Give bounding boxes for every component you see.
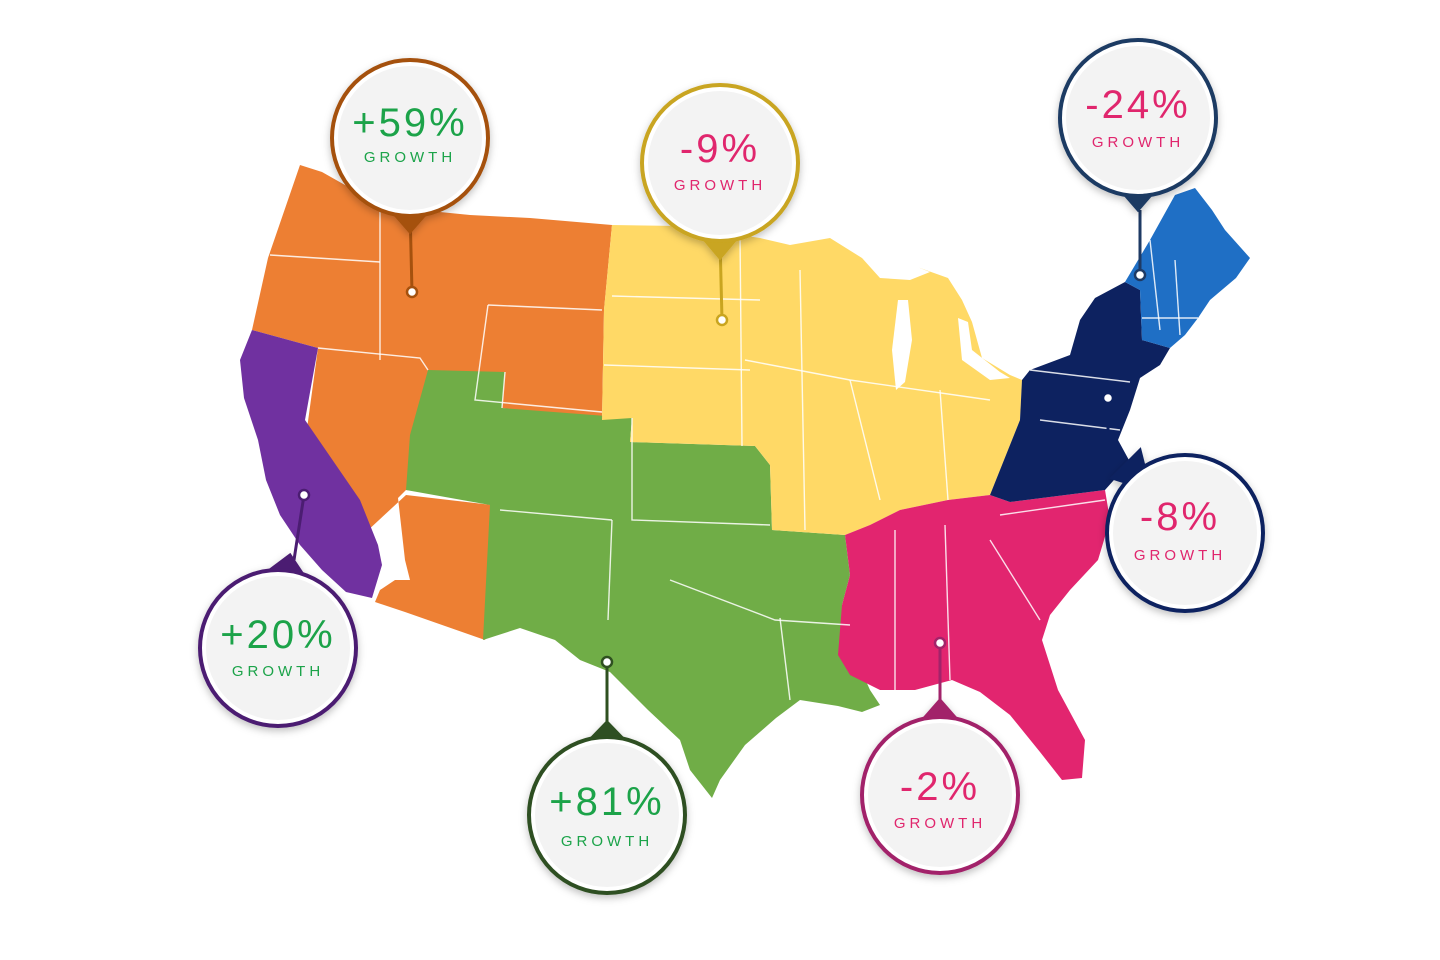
pin-midwest [715, 313, 729, 327]
pin-southeast [933, 636, 947, 650]
badge-midwest-value: -9% [680, 127, 760, 171]
badge-northwest-label: GROWTH [364, 149, 456, 166]
badge-mid-atlantic-label: GROWTH [1134, 547, 1226, 564]
badge-mid-atlantic-value: -8% [1140, 495, 1220, 539]
badge-northwest[interactable]: +59% GROWTH [330, 58, 490, 235]
badge-southwest-label: GROWTH [561, 833, 653, 850]
lake-superior [862, 258, 930, 280]
region-southwest[interactable] [406, 370, 880, 798]
badge-new-england-value: -24% [1085, 83, 1190, 127]
badge-california[interactable]: +20% GROWTH [198, 552, 358, 728]
pin-mid-atlantic [1101, 391, 1115, 405]
connector-california [292, 494, 306, 561]
region-midwest[interactable] [602, 225, 1022, 535]
state-borders [269, 205, 1198, 701]
badge-northwest-value: +59% [352, 101, 467, 145]
badge-california-value: +20% [220, 613, 335, 657]
region-mid-atlantic[interactable] [990, 282, 1170, 502]
pin-new-england [1133, 268, 1147, 282]
badge-new-england[interactable]: -24% GROWTH [1058, 38, 1218, 213]
region-california[interactable] [240, 330, 382, 598]
badge-midwest[interactable]: -9% GROWTH [640, 83, 800, 261]
pin-california [297, 488, 311, 502]
badge-new-england-label: GROWTH [1092, 134, 1184, 151]
pin-northwest [405, 285, 419, 299]
badge-california-label: GROWTH [232, 663, 324, 680]
region-south[interactable] [838, 490, 1110, 780]
badge-southwest-value: +81% [549, 780, 664, 824]
lake-michigan [892, 300, 912, 390]
region-new-england[interactable] [1125, 188, 1250, 348]
badge-mid-atlantic[interactable]: -8% GROWTH [1105, 447, 1265, 613]
badge-southeast-value: -2% [900, 765, 980, 809]
badge-southeast[interactable]: -2% GROWTH [860, 697, 1020, 875]
lake-erie-huron [958, 318, 1010, 380]
badge-southwest[interactable]: +81% GROWTH [527, 719, 687, 895]
pin-southwest [600, 655, 614, 669]
badge-southeast-label: GROWTH [894, 815, 986, 832]
badge-midwest-label: GROWTH [674, 177, 766, 194]
us-map [240, 165, 1250, 798]
